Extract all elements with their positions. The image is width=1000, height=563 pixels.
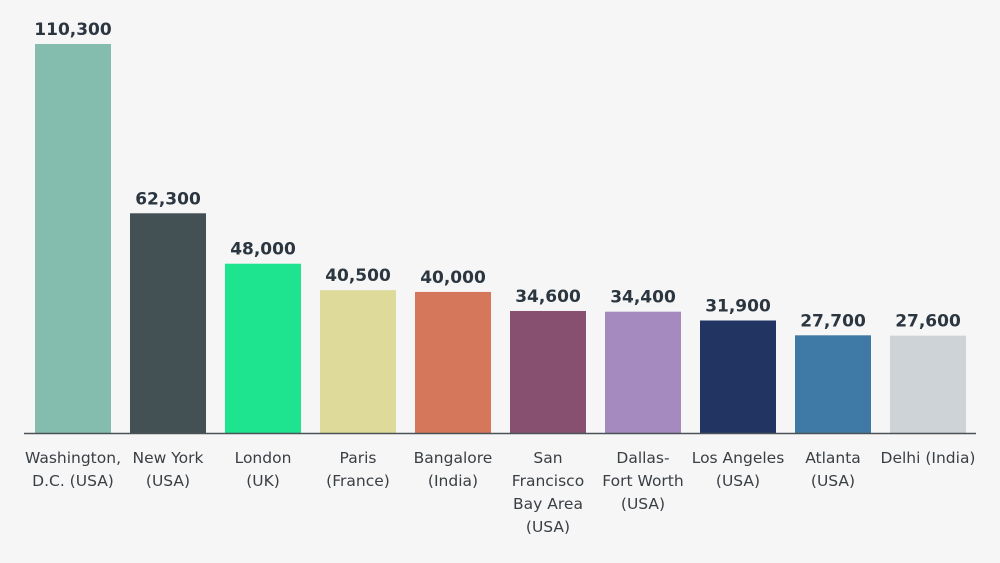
category-label-line: (UK) <box>246 472 280 490</box>
category-label-7: Los Angeles (USA) <box>692 449 785 490</box>
category-label-8: Atlanta (USA) <box>805 449 861 490</box>
bars-group <box>35 44 966 433</box>
bar-5 <box>510 310 586 433</box>
category-label-line: Fort Worth <box>602 472 683 490</box>
category-label-line: Bangalore <box>414 449 493 467</box>
category-label-line: Dallas- <box>616 449 669 467</box>
category-label-9: Delhi (India) <box>881 449 976 467</box>
category-label-line: Los Angeles <box>692 449 785 467</box>
category-label-0: Washington, D.C. (USA) <box>25 449 121 490</box>
value-label-3: 40,500 <box>325 266 391 286</box>
category-label-line: Washington, <box>25 449 121 467</box>
value-label-5: 34,600 <box>515 287 581 307</box>
category-label-line: D.C. (USA) <box>32 472 114 490</box>
category-label-line: London <box>235 449 292 467</box>
category-label-line: (India) <box>428 472 478 490</box>
category-label-line: Paris <box>340 449 377 467</box>
bar-6 <box>605 311 681 433</box>
category-label-4: Bangalore (India) <box>414 449 493 490</box>
category-label-2: London (UK) <box>235 449 292 490</box>
value-label-6: 34,400 <box>610 288 676 308</box>
category-label-3: Paris (France) <box>326 449 390 490</box>
category-label-line: (USA) <box>526 518 570 536</box>
bar-2 <box>225 263 301 433</box>
bar-3 <box>320 290 396 433</box>
category-label-1: New York (USA) <box>133 449 204 490</box>
value-label-1: 62,300 <box>135 189 201 209</box>
category-label-line: (France) <box>326 472 390 490</box>
bar-8 <box>795 335 871 433</box>
category-label-line: New York <box>133 449 204 467</box>
value-label-9: 27,600 <box>895 312 961 332</box>
value-label-8: 27,700 <box>800 311 866 331</box>
bar-4 <box>415 291 491 433</box>
category-label-6: Dallas- Fort Worth (USA) <box>602 449 683 513</box>
bar-0 <box>35 44 111 433</box>
bar-9 <box>890 335 966 433</box>
category-label-line: (USA) <box>146 472 190 490</box>
value-labels-group: 110,300 62,300 48,000 40,500 40,000 34,600 34,… <box>34 20 961 332</box>
value-label-4: 40,000 <box>420 268 486 288</box>
category-label-line: Delhi (India) <box>881 449 976 467</box>
category-label-5: San Francisco Bay Area (USA) <box>512 449 584 536</box>
category-label-line: Atlanta <box>805 449 861 467</box>
category-label-line: (USA) <box>811 472 855 490</box>
value-label-0: 110,300 <box>34 20 112 40</box>
category-label-line: (USA) <box>716 472 760 490</box>
bar-7 <box>700 320 776 433</box>
value-label-7: 31,900 <box>705 296 771 316</box>
category-label-line: Francisco <box>512 472 584 490</box>
category-label-line: Bay Area <box>513 495 583 513</box>
value-label-2: 48,000 <box>230 240 296 260</box>
category-label-line: San <box>533 449 562 467</box>
bar-1 <box>130 213 206 433</box>
category-labels-group: Washington, D.C. (USA) New York (USA) London… <box>25 449 975 536</box>
category-label-line: (USA) <box>621 495 665 513</box>
